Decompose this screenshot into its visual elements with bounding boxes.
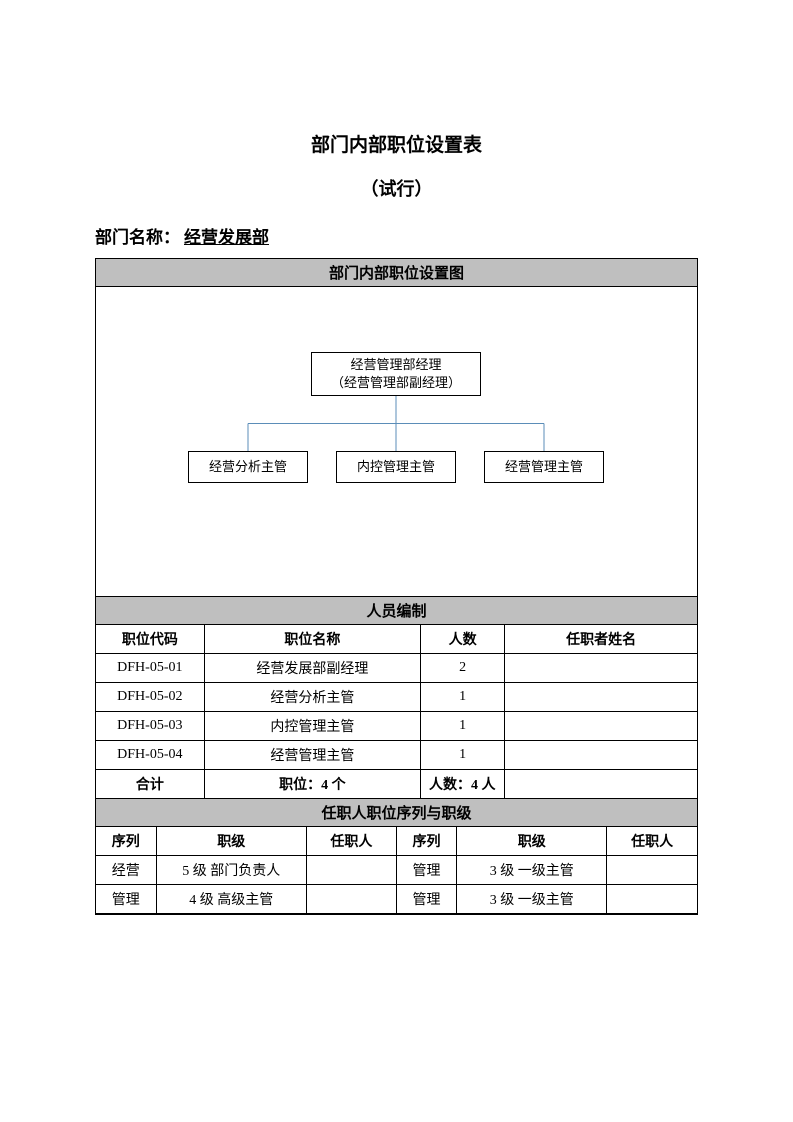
rank-person [306, 885, 396, 914]
rank-seq: 管理 [96, 885, 156, 914]
rank-header: 序列 [396, 827, 456, 856]
summary-label: 合计 [96, 770, 204, 799]
staff-count: 1 [421, 712, 505, 741]
rank-level: 4 级 高级主管 [156, 885, 306, 914]
section-chart-header: 部门内部职位设置图 [96, 259, 697, 287]
rank-header: 职级 [156, 827, 306, 856]
rank-seq: 经营 [96, 856, 156, 885]
staff-name: 内控管理主管 [204, 712, 420, 741]
table-row: 经营5 级 部门负责人 管理3 级 一级主管 [96, 856, 697, 885]
staff-count: 1 [421, 741, 505, 770]
org-chart-lines [96, 287, 697, 596]
rank-seq: 管理 [396, 856, 456, 885]
staff-code: DFH-05-03 [96, 712, 204, 741]
table-row: DFH-05-01经营发展部副经理2 [96, 654, 697, 683]
page-subtitle: （试行） [95, 175, 698, 201]
rank-level: 3 级 一级主管 [457, 856, 607, 885]
staff-person [505, 712, 697, 741]
rank-person [607, 885, 697, 914]
staff-code: DFH-05-02 [96, 683, 204, 712]
rank-level: 3 级 一级主管 [457, 885, 607, 914]
staff-count: 2 [421, 654, 505, 683]
staff-name: 经营分析主管 [204, 683, 420, 712]
rank-header: 任职人 [607, 827, 697, 856]
dept-name: 经营发展部 [180, 228, 273, 249]
staff-count: 1 [421, 683, 505, 712]
table-row: DFH-05-03内控管理主管1 [96, 712, 697, 741]
rank-seq: 管理 [396, 885, 456, 914]
table-row: DFH-05-04经营管理主管1 [96, 741, 697, 770]
rank-person [607, 856, 697, 885]
rank-header: 序列 [96, 827, 156, 856]
staff-name: 经营发展部副经理 [204, 654, 420, 683]
org-child-box: 经营管理主管 [484, 451, 604, 483]
org-root-box: 经营管理部经理（经营管理部副经理） [311, 352, 481, 396]
summary-positions: 职位：4 个 [204, 770, 420, 799]
staff-person [505, 741, 697, 770]
staff-header: 职位名称 [204, 625, 420, 654]
org-child-box: 内控管理主管 [336, 451, 456, 483]
section-rank-header: 任职人职位序列与职级 [96, 799, 697, 827]
staff-code: DFH-05-01 [96, 654, 204, 683]
staff-code: DFH-05-04 [96, 741, 204, 770]
table-row: 管理4 级 高级主管管理3 级 一级主管 [96, 885, 697, 914]
rank-person [306, 856, 396, 885]
dept-label: 部门名称： [95, 228, 180, 247]
staff-table: 职位代码职位名称人数任职者姓名DFH-05-01经营发展部副经理2DFH-05-… [96, 625, 697, 799]
rank-header: 职级 [457, 827, 607, 856]
org-chart: 经营管理部经理（经营管理部副经理） 经营分析主管内控管理主管经营管理主管 [96, 287, 697, 597]
staff-name: 经营管理主管 [204, 741, 420, 770]
staff-summary-row: 合计职位：4 个人数：4 人 [96, 770, 697, 799]
dept-line: 部门名称：经营发展部 [95, 223, 698, 248]
staff-header: 职位代码 [96, 625, 204, 654]
staff-header: 人数 [421, 625, 505, 654]
summary-people: 人数：4 人 [421, 770, 505, 799]
section-staff-header: 人员编制 [96, 597, 697, 625]
rank-level: 5 级 部门负责人 [156, 856, 306, 885]
rank-header: 任职人 [306, 827, 396, 856]
summary-blank [505, 770, 697, 799]
rank-table: 序列职级任职人序列职级任职人经营5 级 部门负责人管理3 级 一级主管管理4 级… [96, 827, 697, 914]
staff-header: 任职者姓名 [505, 625, 697, 654]
main-container: 部门内部职位设置图 经营管理部经理（经营管理部副经理）经营分析主管内控管理主管经… [95, 258, 698, 915]
org-child-box: 经营分析主管 [188, 451, 308, 483]
table-row: DFH-05-02经营分析主管1 [96, 683, 697, 712]
staff-person [505, 683, 697, 712]
page-title: 部门内部职位设置表 [95, 130, 698, 157]
staff-person [505, 654, 697, 683]
